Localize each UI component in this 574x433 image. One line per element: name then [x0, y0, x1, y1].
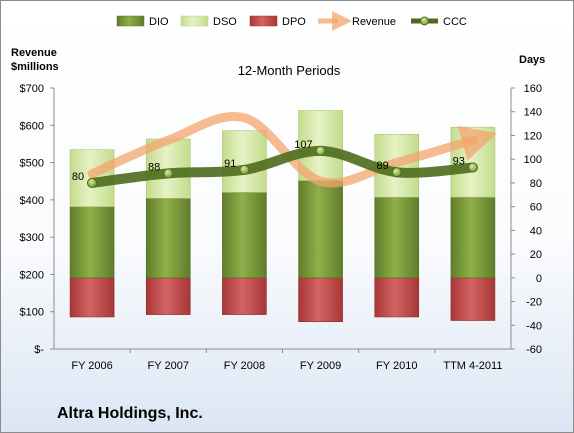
left-axis-label-line2: $millions: [11, 61, 59, 73]
company-name: Altra Holdings, Inc.: [57, 405, 203, 422]
left-tick-label: $500: [20, 158, 44, 170]
bar-dpo: [145, 277, 191, 315]
ccc-data-label: 89: [377, 160, 389, 172]
bar-dpo: [69, 277, 115, 318]
revenue-line: [87, 112, 498, 188]
x-tick-label: FY 2010: [376, 360, 417, 372]
bar-series: [69, 110, 496, 323]
bar-dpo: [298, 277, 343, 323]
legend: DIO DSO DPO Revenue CCC: [116, 11, 467, 31]
x-tick-label: FY 2009: [300, 360, 341, 372]
bar-dpo: [450, 277, 496, 321]
bar-dio: [222, 192, 267, 279]
right-tick-label: 100: [524, 154, 542, 166]
right-axis-label: Days: [519, 54, 545, 66]
ccc-data-label: 88: [148, 161, 160, 173]
right-tick-label: 20: [530, 249, 542, 261]
left-axis-label-line1: Revenue: [11, 47, 57, 59]
left-tick-label: $-: [34, 344, 44, 356]
bar-dio: [450, 196, 496, 279]
right-tick-label: -60: [526, 344, 542, 356]
ccc-point: [239, 164, 250, 175]
right-tick-label: 60: [530, 202, 542, 214]
ccc-data-label: 91: [224, 158, 236, 170]
right-tick-label: -40: [526, 320, 542, 332]
ccc-point: [315, 145, 326, 156]
legend-label-ccc: CCC: [443, 16, 467, 28]
right-tick-label: 0: [536, 273, 542, 285]
x-tick-label: FY 2007: [148, 360, 189, 372]
right-tick-label: 80: [530, 178, 542, 190]
legend-label-revenue: Revenue: [352, 16, 396, 28]
left-tick-label: $400: [20, 195, 44, 207]
x-tick-label: TTM 4-2011: [443, 360, 502, 372]
bar-dio: [145, 198, 191, 279]
legend-label-dio: DIO: [149, 16, 169, 28]
ccc-point: [87, 177, 98, 188]
legend-swatch-ccc-dot: [420, 16, 429, 26]
left-tick-label: $100: [20, 307, 44, 319]
ccc-point: [467, 162, 478, 173]
right-tick-label: 140: [524, 107, 542, 119]
bar-dpo: [374, 277, 420, 318]
ccc-point: [391, 167, 402, 178]
right-tick-label: 160: [524, 83, 542, 95]
right-tick-label: 120: [524, 130, 542, 142]
right-tick-label: -20: [526, 297, 542, 309]
right-tick-label: 40: [530, 225, 542, 237]
chart-title: 12-Month Periods: [238, 63, 341, 78]
left-tick-label: $200: [20, 269, 44, 281]
left-tick-label: $300: [20, 232, 44, 244]
x-tick-label: FY 2006: [71, 360, 112, 372]
legend-label-dpo: DPO: [282, 16, 306, 28]
bar-dpo: [222, 277, 267, 315]
ccc-point: [163, 168, 174, 179]
bar-dio: [374, 196, 420, 279]
revenue-series: [87, 112, 498, 188]
left-tick-label: $600: [20, 120, 44, 132]
right-axis-ticks: -60 -40 -20 0 20 40 60 80 100 120 140 160: [511, 83, 542, 356]
ccc-data-label: 107: [294, 139, 312, 151]
left-tick-label: $700: [20, 83, 44, 95]
legend-swatch-dpo: [249, 15, 278, 27]
ccc-data-label: 93: [453, 155, 465, 167]
bar-dio: [298, 180, 343, 279]
ccc-series: 80 88 91 107 89 93: [72, 139, 478, 188]
legend-label-dso: DSO: [213, 16, 237, 28]
ccc-line: [87, 145, 478, 188]
legend-swatch-dso: [180, 15, 209, 27]
ccc-data-label: 80: [72, 171, 84, 183]
x-tick-label: FY 2008: [224, 360, 265, 372]
x-axis-ticks: FY 2006 FY 2007 FY 2008 FY 2009 FY 2010 TTM 4…: [71, 349, 502, 372]
legend-swatch-dio: [116, 15, 145, 27]
left-axis-ticks: $- $100 $200 $300 $400 $500 $600 $700: [20, 83, 54, 356]
bar-dio: [69, 206, 115, 279]
